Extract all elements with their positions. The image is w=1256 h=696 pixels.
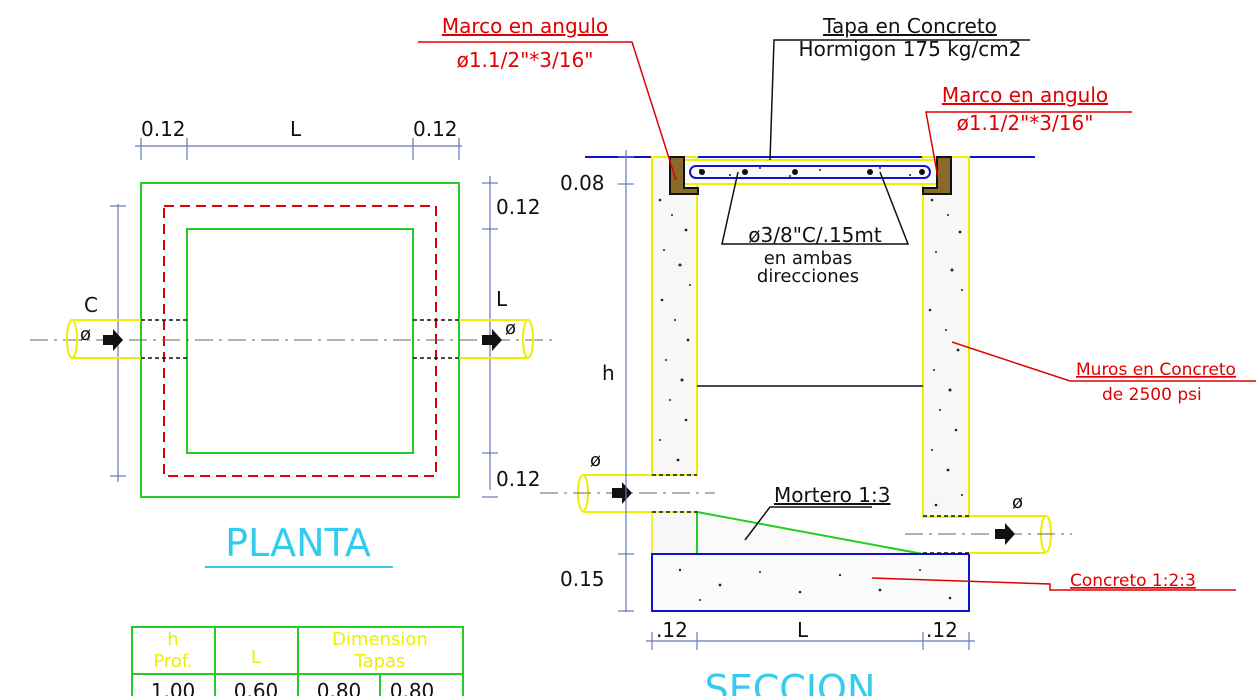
section-dim-height: h <box>602 361 615 385</box>
table-row1-h: 1.00 <box>151 679 196 696</box>
table-header-tapas: Tapas <box>354 651 406 672</box>
plan-outlet-pipe <box>459 319 534 359</box>
concrete-label: Concreto 1:2:3 <box>1070 571 1196 591</box>
plan-dim-left-side: C <box>84 293 98 317</box>
frame-right-label-line1: Marco en angulo <box>942 83 1108 107</box>
dimension-table: h Prof. L Dimension Tapas 1.00 0.60 0.80… <box>131 626 464 696</box>
base-texture <box>678 568 952 601</box>
left-wall <box>651 156 698 476</box>
table-row1-tapa-a: 0.80 <box>317 679 362 696</box>
table-header-prof: Prof. <box>153 651 192 672</box>
section-outlet-pipe <box>905 515 1072 554</box>
concrete-texture <box>658 167 963 507</box>
table-header-h: h <box>167 629 178 650</box>
plan-dim-left: 0.12 <box>141 117 186 141</box>
section-inlet-pipe <box>540 474 715 513</box>
section-dim-bottom-middle: L <box>797 618 809 642</box>
plan-dim-right: 0.12 <box>413 117 458 141</box>
plan-inlet-pipe <box>66 319 141 359</box>
section-title: SECCION <box>705 667 876 696</box>
lid-label-line2: Hormigon 175 kg/cm2 <box>799 37 1022 61</box>
table-row1-tapa-b: 0.80 <box>390 679 435 696</box>
section-pipe-out-symbol: ø <box>1012 492 1023 513</box>
mortar-slope <box>696 510 924 555</box>
plan-dim-top: 0.12 <box>496 195 541 219</box>
frame-right-label-line2: ø1.1/2"*3/16" <box>957 111 1094 135</box>
table-header-l: L <box>251 647 261 668</box>
rebar-label-line1: ø3/8"C/.15mt <box>748 223 882 247</box>
walls-label-line2: de 2500 psi <box>1102 385 1202 405</box>
section-dim-lid: 0.08 <box>560 171 605 195</box>
section-bottom-dimension <box>646 632 975 650</box>
left-angle-frame <box>669 156 699 195</box>
plan-frame-dashed-outline <box>163 205 437 477</box>
section-view: ø ø 0.08 h 0.15 .12 <box>418 14 1256 696</box>
section-vertical-dimension <box>618 150 634 612</box>
frame-left-label-line1: Marco en angulo <box>442 14 608 38</box>
plan-dimension-lines <box>110 138 498 498</box>
right-wall <box>922 156 970 518</box>
rebar-label-line3: direcciones <box>757 266 859 287</box>
rebar-dots <box>699 169 925 175</box>
section-pipe-in-symbol: ø <box>590 450 601 471</box>
plan-dim-middle: L <box>290 117 302 141</box>
mortar-label: Mortero 1:3 <box>774 483 890 507</box>
left-wall-lower <box>651 511 698 555</box>
plan-pipe-in-symbol: ø <box>80 324 91 345</box>
plan-view: 0.12 L 0.12 0.12 L 0.12 C ø <box>30 117 555 568</box>
lid-slab <box>683 159 938 185</box>
plan-inner-outline <box>186 228 414 454</box>
table-header-dimension: Dimension <box>332 629 428 650</box>
frame-left-label-line2: ø1.1/2"*3/16" <box>457 48 594 72</box>
plan-dim-side-length: L <box>496 287 508 311</box>
lid-label-line1: Tapa en Concreto <box>822 14 997 38</box>
lid-rebar <box>689 165 931 179</box>
base-slab <box>651 553 970 612</box>
walls-label-line1: Muros en Concreto <box>1076 360 1236 380</box>
plan-title: PLANTA <box>225 521 371 565</box>
plan-dim-bottom: 0.12 <box>496 467 541 491</box>
plan-pipe-openings <box>141 319 459 359</box>
table-row1-l: 0.60 <box>234 679 279 696</box>
plan-pipe-out-symbol: ø <box>505 318 516 339</box>
rebar-label-line2: en ambas <box>764 248 853 269</box>
section-dim-bottom-left: .12 <box>656 618 688 642</box>
leader-lines <box>418 39 1256 591</box>
section-dim-bottom-right: .12 <box>926 618 958 642</box>
section-dim-base: 0.15 <box>560 567 605 591</box>
